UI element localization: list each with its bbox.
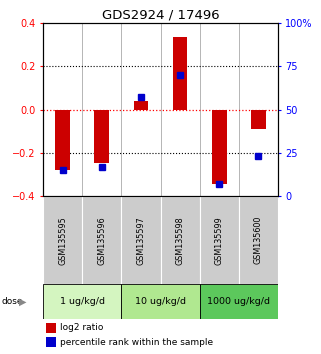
Bar (239, 196, 278, 284)
Text: 1 ug/kg/d: 1 ug/kg/d (60, 297, 105, 306)
Bar (46, 323, 56, 333)
Bar (94, 110, 109, 162)
Bar (121, 284, 200, 319)
Text: 1000 ug/kg/d: 1000 ug/kg/d (207, 297, 270, 306)
Text: log2 ratio: log2 ratio (60, 324, 103, 332)
Text: GSM135599: GSM135599 (214, 216, 224, 265)
Text: 10 ug/kg/d: 10 ug/kg/d (135, 297, 186, 306)
Text: GSM135595: GSM135595 (58, 216, 67, 265)
Bar (56, 110, 70, 170)
Bar (173, 37, 187, 110)
Text: GSM135600: GSM135600 (254, 216, 263, 264)
Bar (43, 284, 121, 319)
Text: percentile rank within the sample: percentile rank within the sample (60, 338, 213, 347)
Bar (160, 196, 200, 284)
Bar (43, 196, 82, 284)
Text: GSM135596: GSM135596 (97, 216, 107, 264)
Bar (251, 110, 265, 129)
Bar (200, 196, 239, 284)
Text: dose: dose (2, 297, 23, 306)
Title: GDS2924 / 17496: GDS2924 / 17496 (102, 9, 219, 22)
Bar (134, 101, 148, 110)
Bar (46, 337, 56, 347)
Bar (82, 196, 121, 284)
Bar (200, 284, 278, 319)
Text: GSM135598: GSM135598 (176, 216, 185, 264)
Text: ▶: ▶ (19, 297, 26, 307)
Bar (121, 196, 160, 284)
Text: GSM135597: GSM135597 (136, 216, 145, 265)
Bar (212, 110, 227, 184)
